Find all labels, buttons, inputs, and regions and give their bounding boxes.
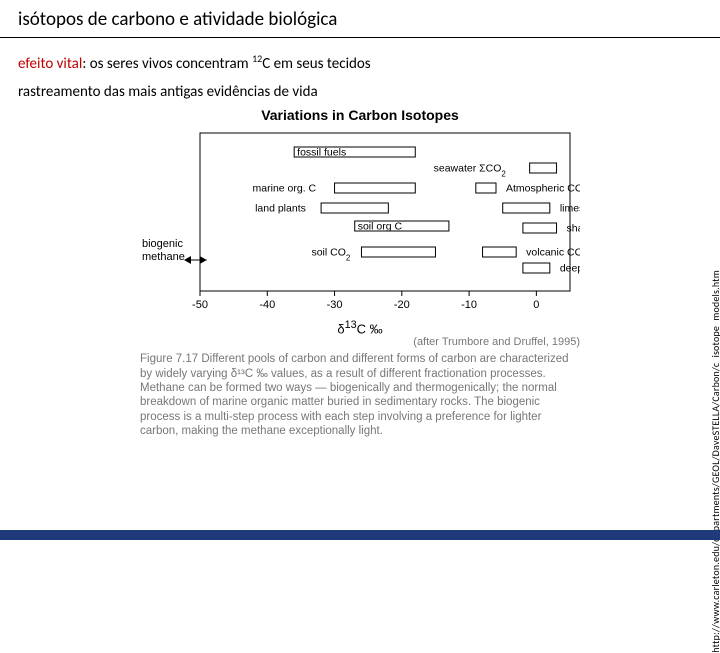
vital-effect-text-b: C em seus tecidos xyxy=(262,55,370,73)
data-bar xyxy=(523,223,557,233)
tracking-line: rastreamento das mais antigas evidências… xyxy=(18,83,702,101)
chart-svg: -50-40-30-20-100fossil fuelsseawater ΣCO… xyxy=(140,127,580,317)
x-tick-label: -20 xyxy=(394,299,410,311)
data-bar xyxy=(530,163,557,173)
x-tick-label: -30 xyxy=(327,299,343,311)
bar-label: land plants xyxy=(255,203,306,215)
bar-label: limestones xyxy=(560,203,580,215)
data-bar xyxy=(361,247,435,257)
outer-label: methane xyxy=(142,251,185,263)
x-tick-label: -40 xyxy=(259,299,275,311)
data-bar xyxy=(523,263,550,273)
page-title: isótopos de carbono e atividade biológic… xyxy=(18,8,702,31)
title-bar: isótopos de carbono e atividade biológic… xyxy=(0,0,720,38)
bar-label: soil org C xyxy=(358,221,403,233)
figure-caption: Figure 7.17 Different pools of carbon an… xyxy=(140,352,580,438)
delta-sup: 13 xyxy=(345,319,357,331)
data-bar xyxy=(321,203,388,213)
vital-effect-term: efeito vital xyxy=(18,55,82,73)
chart: -50-40-30-20-100fossil fuelsseawater ΣCO… xyxy=(140,127,580,317)
vital-effect-text-a: : os seres vivos concentram xyxy=(82,55,252,73)
citation: (after Trumbore and Druffel, 1995) xyxy=(140,336,580,348)
x-tick-label: -50 xyxy=(192,299,208,311)
bottom-band xyxy=(0,530,720,540)
content: efeito vital: os seres vivos concentram … xyxy=(0,38,720,439)
isotope-mass: 12 xyxy=(252,52,262,65)
data-bar xyxy=(503,203,550,213)
delta-rest: C ‰ xyxy=(357,321,383,336)
x-tick-label: 0 xyxy=(533,299,539,311)
bar-label: fossil fuels xyxy=(297,147,346,159)
data-bar xyxy=(335,183,416,193)
delta-symbol: δ xyxy=(337,321,344,336)
x-axis-label: δ13C ‰ xyxy=(18,319,702,336)
x-tick-label: -10 xyxy=(461,299,477,311)
figure: Variations in Carbon Isotopes -50 -40 -30 -… xyxy=(18,107,702,439)
arrow-tail xyxy=(184,256,191,264)
outer-label: biogenic xyxy=(142,238,183,250)
data-bar xyxy=(476,183,496,193)
data-bar xyxy=(483,247,517,257)
source-url: http://www.carleton.edu/departments/GEOL… xyxy=(710,270,720,653)
vital-effect-line: efeito vital: os seres vivos concentram … xyxy=(18,52,702,73)
figure-title: Variations in Carbon Isotopes xyxy=(18,107,702,123)
bar-label: marine org. C xyxy=(253,183,317,195)
